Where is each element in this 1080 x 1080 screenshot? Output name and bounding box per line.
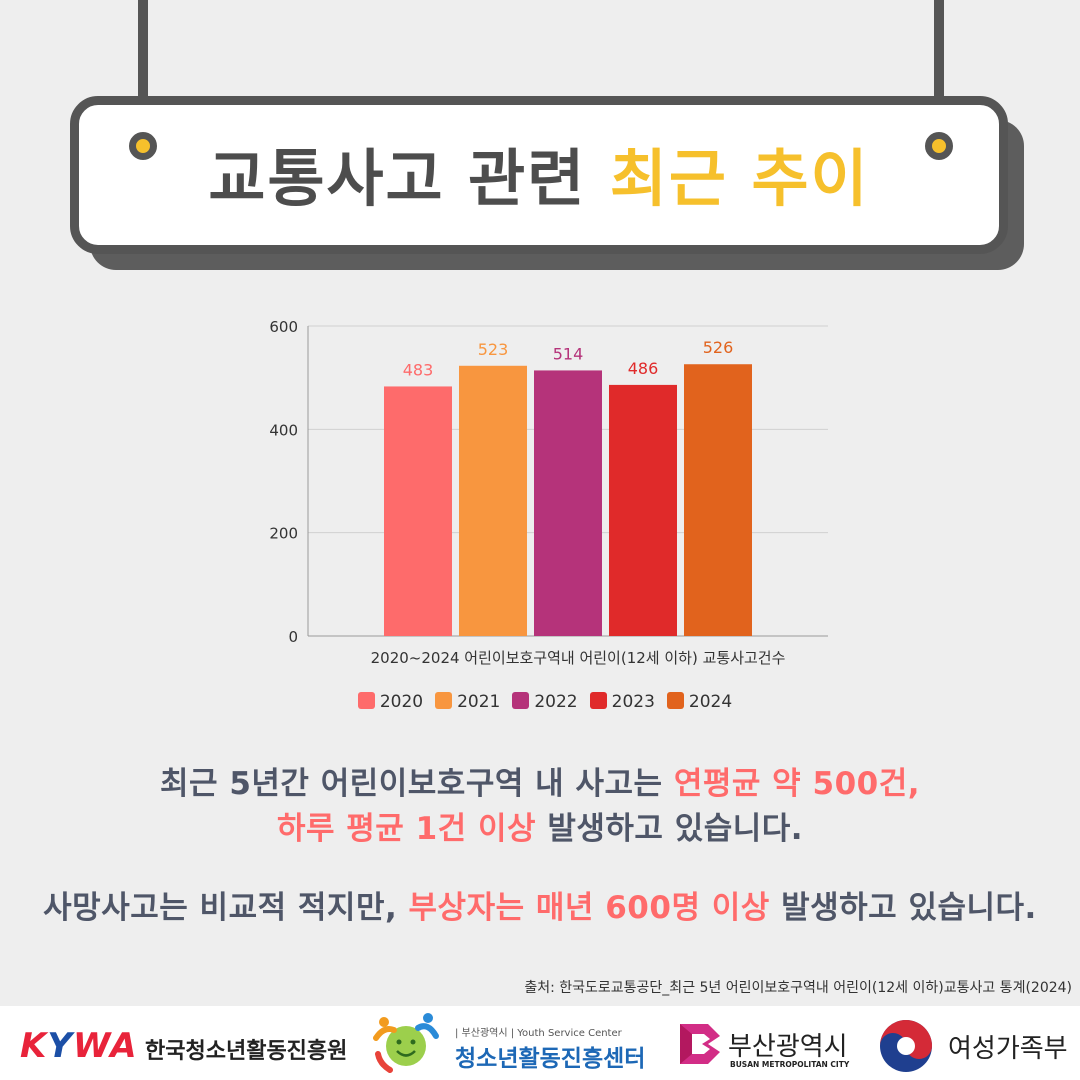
bar-2022 xyxy=(534,370,602,636)
busan-name: 부산광역시 xyxy=(728,1032,848,1062)
legend-item-2023: 2023 xyxy=(589,692,655,712)
bar-2020 xyxy=(384,386,452,636)
legend-swatch xyxy=(357,692,375,709)
y-tick-label: 400 xyxy=(269,421,298,439)
x-axis-label: 2020~2024 어린이보호구역내 어린이(12세 이하) 교통사고건수 xyxy=(371,649,786,667)
right-ring-icon xyxy=(925,132,953,160)
y-tick-label: 0 xyxy=(288,628,298,646)
data-label-2023: 486 xyxy=(628,359,659,378)
busan-logo-icon xyxy=(680,1024,720,1064)
legend-swatch xyxy=(666,692,684,709)
legend-label: 2021 xyxy=(457,692,501,712)
title-highlight: 최근 추이 xyxy=(609,142,870,215)
message-line-3: 사망사고는 비교적 적지만, 부상자는 매년 600명 이상 발생하고 있습니다… xyxy=(43,890,1037,926)
legend-item-2021: 2021 xyxy=(435,692,500,712)
legend-item-2024: 2024 xyxy=(666,692,733,712)
kywa-logo: KYWA xyxy=(20,1026,138,1066)
ysc-subtitle: | 부산광역시 | Youth Service Center xyxy=(455,1028,622,1039)
taegeuk-icon xyxy=(880,1020,932,1072)
right-rope xyxy=(934,0,944,135)
source-note: 출처: 한국도로교통공단_최근 5년 어린이보호구역내 어린이(12세 이하)교… xyxy=(524,980,1072,996)
data-label-2024: 526 xyxy=(703,338,734,357)
legend-label: 2024 xyxy=(688,692,733,712)
legend-swatch xyxy=(589,692,607,709)
data-label-2021: 523 xyxy=(478,340,509,359)
legend-item-2020: 2020 xyxy=(357,692,424,712)
ysc-name: 청소년활동진흥센터 xyxy=(455,1046,646,1072)
message-line-1: 최근 5년간 어린이보호구역 내 사고는 연평균 약 500건, xyxy=(159,766,920,802)
mogef-name: 여성가족부 xyxy=(948,1034,1068,1064)
legend-label: 2022 xyxy=(534,692,578,712)
chart-legend: 2020 2021 2022 2023 2024 xyxy=(0,692,1080,712)
left-rope xyxy=(138,0,148,135)
bar-chart: 0 200 400 600 483 523 514 486 526 2020~2024 어린이보호… xyxy=(269,318,828,667)
message-highlight-2: 하루 평균 1건 이상 xyxy=(276,811,537,847)
page-title: 교통사고 관련 최근 추이 xyxy=(70,128,1008,218)
legend-item-2022: 2022 xyxy=(512,692,578,712)
data-label-2020: 483 xyxy=(403,360,434,379)
data-label-2022: 514 xyxy=(553,344,584,363)
y-tick-label: 200 xyxy=(269,525,298,543)
legend-label: 2023 xyxy=(611,692,655,712)
bar-2023 xyxy=(609,384,677,636)
left-ring-icon xyxy=(129,132,157,160)
legend-swatch xyxy=(435,692,453,709)
busan-subtitle: BUSAN METROPOLITAN CITY xyxy=(730,1060,850,1069)
message-highlight-3: 부상자는 매년 600명 이상 xyxy=(408,890,770,926)
kywa-name: 한국청소년활동진흥원 xyxy=(145,1039,348,1064)
y-tick-label: 600 xyxy=(269,318,298,336)
legend-label: 2020 xyxy=(379,692,424,712)
bar-2024 xyxy=(684,364,752,636)
message-highlight-1: 연평균 약 500건, xyxy=(673,766,920,802)
bar-2021 xyxy=(459,365,527,636)
youth-center-smile-icon xyxy=(373,1013,439,1073)
message-line-2: 하루 평균 1건 이상 발생하고 있습니다. xyxy=(276,811,804,847)
title-banner xyxy=(70,96,1008,254)
title-part1: 교통사고 관련 xyxy=(208,142,587,215)
legend-swatch xyxy=(512,692,530,709)
footer-logos: KYWA 한국청소년활동진흥원 | 부산광역시 | Youth Service … xyxy=(0,1006,1080,1080)
